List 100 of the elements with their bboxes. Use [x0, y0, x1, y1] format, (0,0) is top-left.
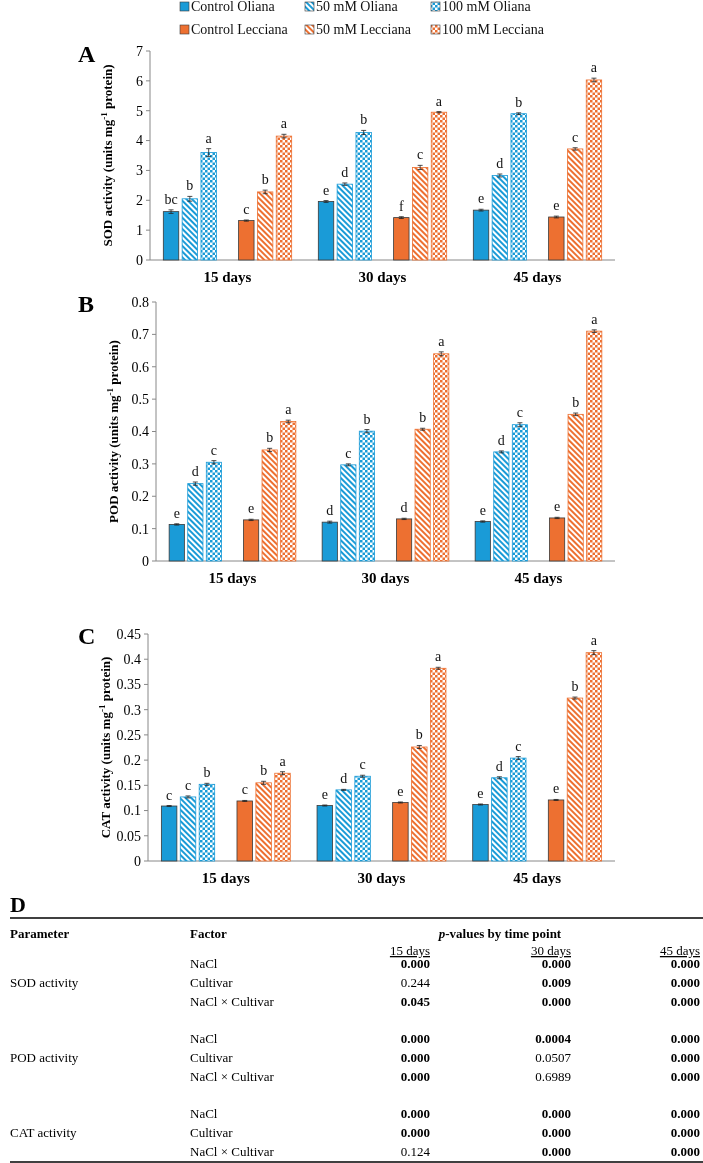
- data-label: a: [205, 130, 213, 146]
- text: Factor: [190, 926, 228, 941]
- data-label: d: [191, 464, 199, 480]
- y-tick-label: 6: [136, 73, 143, 89]
- text: 0.009: [541, 975, 571, 990]
- data-label: c: [166, 787, 173, 803]
- data-label: e: [397, 783, 404, 799]
- text: 0.000: [670, 1125, 700, 1140]
- text: 0.244: [400, 975, 430, 990]
- bar: [396, 518, 413, 562]
- bar: [567, 413, 584, 562]
- data-label: c: [516, 404, 524, 420]
- data-label: d: [400, 500, 408, 516]
- data-label: b: [415, 727, 423, 743]
- bar: [181, 198, 198, 261]
- x-tick-label: 30 days: [357, 870, 406, 886]
- legend-label: Control Lecciana: [191, 22, 289, 37]
- text: 0.124: [400, 1144, 430, 1159]
- data-label: a: [590, 632, 598, 648]
- category-label: NaCl: [190, 1031, 218, 1046]
- x-tick-label: 45 days: [513, 870, 562, 886]
- data-label: b: [419, 410, 427, 426]
- category-label: CAT activity: [10, 1125, 77, 1140]
- bar: [567, 148, 584, 261]
- bar: [160, 805, 178, 862]
- text: p-values by time point: [437, 926, 562, 941]
- y-tick-label: 0.6: [131, 359, 149, 375]
- category-label: NaCl × Cultivar: [190, 1069, 274, 1084]
- text: 0.000: [400, 1106, 430, 1121]
- category-label: NaCl × Cultivar: [190, 994, 274, 1009]
- x-tick-label: 15 days: [203, 269, 252, 285]
- data-label: b: [360, 112, 368, 128]
- bar: [491, 175, 508, 261]
- bar: [162, 211, 180, 261]
- legend-label: Control Oliana: [191, 0, 276, 14]
- y-tick-label: 0.45: [116, 626, 141, 642]
- text: 0.000: [670, 975, 700, 990]
- category-label: Cultivar: [190, 1050, 233, 1065]
- bar: [335, 789, 352, 862]
- bar: [274, 772, 291, 862]
- data-label: a: [280, 116, 288, 132]
- bar: [261, 449, 278, 562]
- text: 0.0507: [535, 1050, 571, 1065]
- bar: [275, 135, 293, 261]
- y-tick-label: 0.2: [123, 753, 141, 769]
- y-tick-label: 0.4: [123, 652, 141, 668]
- category-label: POD activity: [10, 1050, 79, 1065]
- bar: [433, 353, 450, 562]
- y-tick-label: 0: [136, 252, 143, 268]
- category-label: Cultivar: [190, 975, 233, 990]
- data-label: b: [261, 172, 269, 188]
- data-label: e: [322, 182, 330, 198]
- data-label: a: [285, 402, 293, 418]
- data-label: c: [572, 129, 579, 145]
- bar: [317, 201, 335, 261]
- data-label: a: [435, 93, 443, 109]
- data-label: b: [260, 763, 268, 779]
- bar: [548, 216, 565, 261]
- bar: [472, 209, 490, 261]
- category-label: Cultivar: [190, 1125, 233, 1140]
- data-label: b: [515, 94, 523, 110]
- data-label: e: [173, 505, 180, 521]
- bar: [510, 757, 527, 862]
- category-label: NaCl: [190, 956, 218, 971]
- data-label: e: [477, 191, 485, 207]
- bar: [187, 483, 204, 562]
- text: 0.000: [670, 994, 700, 1009]
- y-tick-label: 7: [136, 43, 143, 59]
- bar: [255, 782, 272, 862]
- data-label: e: [477, 786, 484, 801]
- y-tick-label: 3: [136, 163, 143, 179]
- text: 0.000: [670, 1031, 700, 1046]
- data-label: c: [515, 738, 522, 754]
- bar: [474, 521, 491, 562]
- data-label: b: [203, 765, 211, 781]
- bar: [238, 220, 255, 261]
- bar: [411, 746, 428, 862]
- text: 0.000: [541, 1125, 571, 1140]
- legend-label: 50 mM Lecciana: [316, 22, 412, 37]
- bar: [236, 800, 253, 862]
- bar: [586, 330, 603, 562]
- y-tick-label: 0.2: [131, 489, 149, 505]
- bar: [510, 113, 527, 261]
- data-label: d: [496, 156, 504, 172]
- y-tick-label: 0.1: [123, 803, 141, 819]
- bar: [200, 152, 217, 261]
- text: 0.000: [541, 994, 571, 1009]
- text: 0.0004: [535, 1031, 571, 1046]
- bar: [205, 461, 222, 562]
- data-label: b: [266, 430, 274, 446]
- y-tick-label: 0.4: [131, 424, 149, 440]
- y-tick-label: 0.35: [116, 677, 141, 693]
- data-label: a: [435, 649, 443, 665]
- bar: [511, 424, 528, 562]
- y-tick-label: 1: [136, 223, 143, 239]
- data-label: c: [417, 147, 424, 163]
- bar: [321, 521, 338, 562]
- chart-title: B: [78, 291, 95, 317]
- data-label: e: [321, 787, 328, 803]
- data-label: b: [363, 411, 371, 427]
